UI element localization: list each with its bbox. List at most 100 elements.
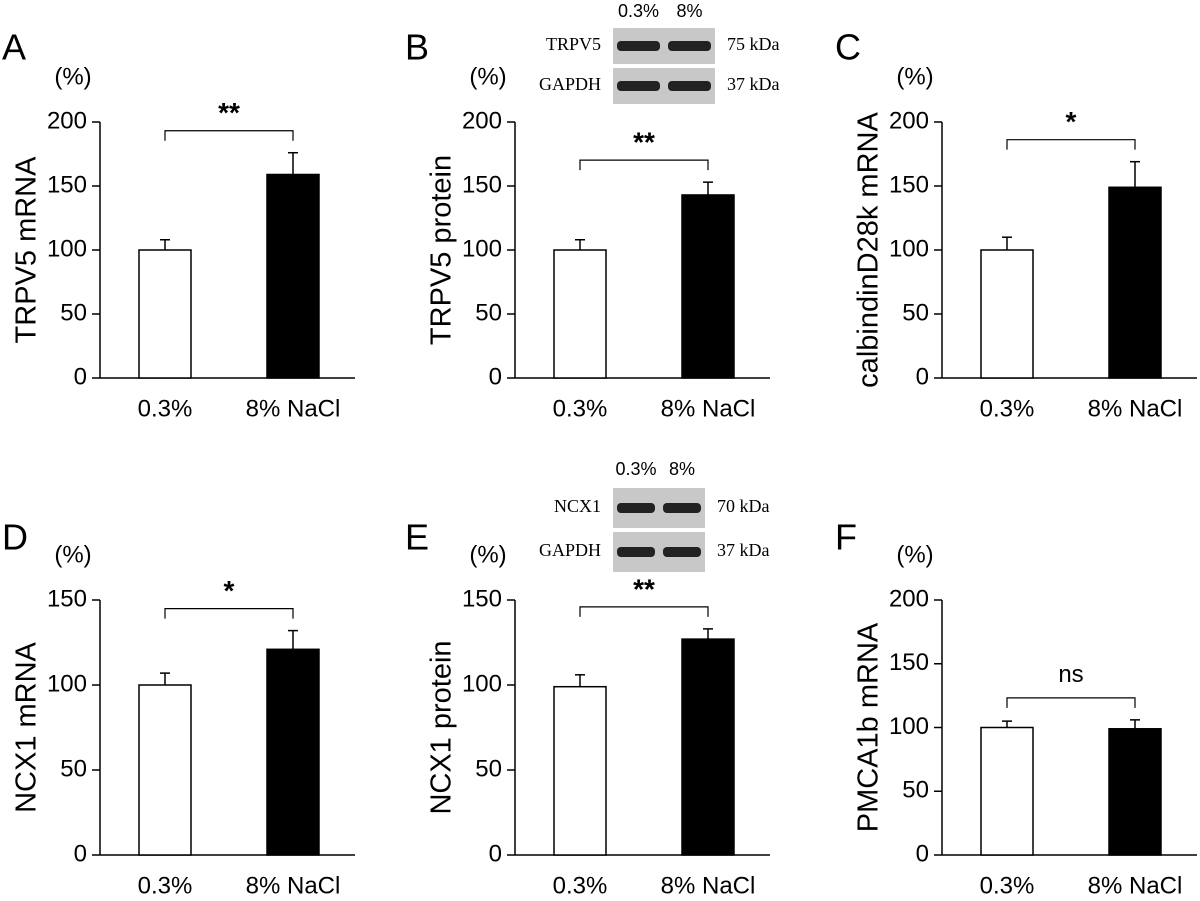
y-tick-label: 50: [475, 299, 502, 326]
y-tick-label: 0: [916, 840, 929, 867]
y-tick-label: 100: [889, 713, 929, 740]
blot-protein-label: GAPDH: [539, 540, 601, 560]
bar: [681, 194, 735, 379]
blot-size-label: 37 kDa: [717, 540, 770, 560]
x-tick-label: 0.3%: [138, 872, 193, 899]
bar: [980, 726, 1034, 856]
significance-label: *: [224, 575, 235, 606]
x-tick-label: 8% NaCl: [246, 872, 341, 899]
y-tick-label: 200: [462, 107, 502, 134]
x-tick-label: 0.3%: [980, 395, 1035, 422]
blot-size-label: 75 kDa: [727, 34, 780, 54]
unit-label: (%): [469, 63, 506, 90]
y-tick-label: 100: [47, 235, 87, 262]
bar: [553, 685, 607, 856]
y-tick-label: 50: [60, 755, 87, 782]
blot-band: [617, 503, 655, 513]
bar: [681, 638, 735, 856]
bar: [138, 684, 192, 856]
blot-lane-label: 0.3%: [618, 1, 659, 21]
panel-label: D: [2, 517, 28, 558]
y-tick-label: 150: [47, 585, 87, 612]
y-axis-label: TRPV5 mRNA: [11, 156, 43, 344]
unit-label: (%): [54, 541, 91, 568]
y-tick-label: 150: [889, 649, 929, 676]
x-tick-label: 0.3%: [553, 395, 608, 422]
y-tick-label: 100: [47, 670, 87, 697]
unit-label: (%): [896, 63, 933, 90]
x-tick-label: 0.3%: [980, 872, 1035, 899]
y-axis-label: TRPV5 protein: [426, 155, 458, 345]
blot-lane-label: 8%: [676, 1, 702, 21]
blot-protein-label: GAPDH: [539, 74, 601, 94]
bar: [1108, 728, 1162, 856]
y-tick-label: 100: [889, 235, 929, 262]
unit-label: (%): [469, 541, 506, 568]
unit-label: (%): [54, 63, 91, 90]
significance-bracket: [579, 159, 709, 171]
blot-size-label: 70 kDa: [717, 496, 770, 516]
panel-label: A: [2, 27, 26, 68]
x-tick-label: 8% NaCl: [1088, 872, 1183, 899]
y-tick-label: 0: [489, 363, 502, 390]
y-tick-label: 200: [47, 107, 87, 134]
significance-bracket: [1006, 139, 1136, 150]
blot-protein-label: NCX1: [554, 496, 601, 516]
y-tick-label: 150: [462, 171, 502, 198]
bar: [980, 249, 1034, 379]
blot-band: [617, 81, 660, 91]
y-tick-label: 0: [74, 840, 87, 867]
blot-protein-label: TRPV5: [546, 34, 601, 54]
y-tick-label: 200: [889, 107, 929, 134]
significance-bracket: [1006, 697, 1136, 708]
blot-band: [663, 503, 701, 513]
x-tick-label: 8% NaCl: [661, 872, 756, 899]
x-tick-label: 0.3%: [553, 872, 608, 899]
significance-label: **: [633, 127, 655, 158]
y-tick-label: 50: [60, 299, 87, 326]
significance-label: **: [218, 97, 240, 128]
blot-lane-label: 8%: [669, 459, 695, 479]
bar: [266, 648, 320, 856]
y-tick-label: 0: [489, 840, 502, 867]
blot-size-label: 37 kDa: [727, 74, 780, 94]
blot-band: [617, 547, 655, 557]
blot-band: [663, 547, 701, 557]
significance-label: *: [1066, 106, 1077, 137]
y-tick-label: 0: [74, 363, 87, 390]
x-tick-label: 8% NaCl: [661, 395, 756, 422]
panel-label: F: [835, 517, 857, 558]
y-tick-label: 50: [475, 755, 502, 782]
y-tick-label: 100: [462, 670, 502, 697]
significance-label: ns: [1058, 661, 1083, 688]
blot-band: [668, 41, 711, 51]
y-axis-label: NCX1 mRNA: [11, 641, 43, 812]
significance-label: **: [633, 573, 655, 604]
panel-label: E: [405, 517, 429, 558]
blot-band: [668, 81, 711, 91]
significance-bracket: [579, 606, 709, 617]
unit-label: (%): [896, 541, 933, 568]
y-tick-label: 100: [462, 235, 502, 262]
x-tick-label: 0.3%: [138, 395, 193, 422]
bar: [266, 173, 320, 379]
y-tick-label: 0: [916, 363, 929, 390]
y-tick-label: 50: [902, 299, 929, 326]
y-tick-label: 200: [889, 585, 929, 612]
significance-bracket: [164, 130, 294, 141]
bar: [1108, 186, 1162, 379]
y-tick-label: 150: [462, 585, 502, 612]
x-tick-label: 8% NaCl: [246, 395, 341, 422]
bar: [138, 249, 192, 379]
y-tick-label: 50: [902, 777, 929, 804]
y-tick-label: 150: [47, 171, 87, 198]
panel-label: C: [835, 27, 861, 68]
x-tick-label: 8% NaCl: [1088, 395, 1183, 422]
blot-lane-label: 0.3%: [615, 459, 656, 479]
y-tick-label: 150: [889, 171, 929, 198]
y-axis-label: PMCA1b mRNA: [853, 622, 885, 832]
significance-bracket: [164, 608, 294, 619]
y-axis-label: NCX1 protein: [426, 640, 458, 814]
bar: [553, 249, 607, 379]
